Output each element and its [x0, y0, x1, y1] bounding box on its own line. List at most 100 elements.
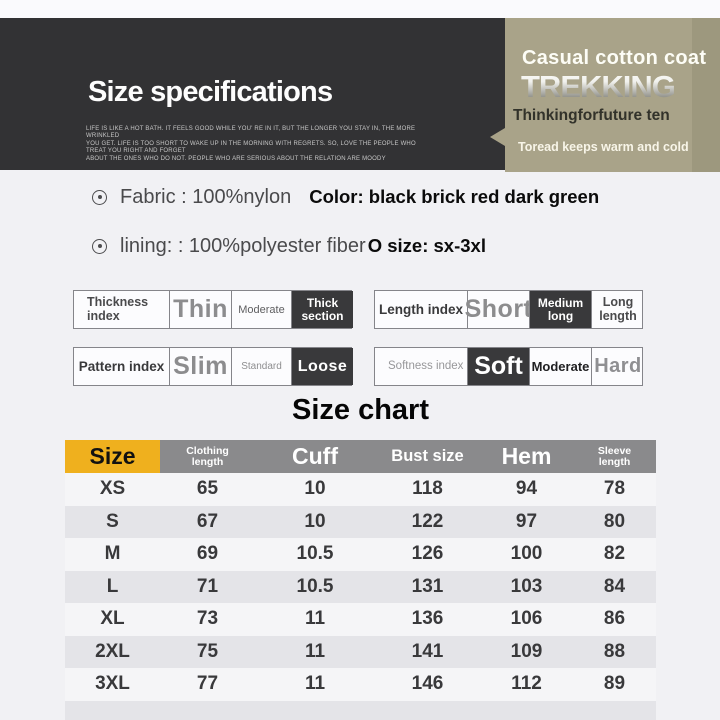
top-strip: [0, 0, 720, 18]
table-row: L 71 10.5 131 103 84: [65, 570, 656, 603]
softness-option-soft-selected: Soft: [467, 348, 529, 385]
bust-cell: 136: [411, 608, 444, 630]
header-size: Size: [65, 440, 160, 473]
bust-cell: 141: [411, 640, 444, 662]
hem-cell: 94: [515, 478, 538, 500]
hem-cell: 100: [510, 543, 543, 565]
bust-cell: 122: [411, 510, 444, 532]
cuff-cell: 11: [304, 673, 326, 695]
table-row: XS 65 10 118 94 78: [65, 473, 656, 506]
clothing-length-cell: 75: [196, 640, 219, 662]
cuff-cell: 11: [304, 608, 326, 630]
cuff-cell: 10: [304, 510, 326, 532]
size-cell: S: [106, 510, 119, 532]
table-row: S 67 10 122 97 80: [65, 505, 656, 538]
clothing-length-cell: 71: [196, 575, 219, 597]
clothing-length-cell: 77: [196, 673, 219, 695]
pattern-index-bar: Pattern index Slim Standard Loose: [73, 347, 353, 386]
fabric-text: Fabric : 100%nylon: [120, 185, 292, 208]
page-title: Size specifications: [88, 76, 333, 108]
softness-option-moderate: Moderate: [529, 348, 591, 385]
thickness-index-label: Thickness index: [87, 295, 149, 323]
tagline-line: ABOUT THE ONES WHO DO NOT. PEOPLE WHO AR…: [86, 155, 386, 162]
header-bust-size: Bust size: [391, 447, 464, 465]
thickness-index-bar: Thickness index Thin Moderate Thick sect…: [73, 290, 353, 329]
length-index-bar: Length index Short Medium long Long leng…: [374, 290, 643, 329]
clothing-length-cell: 65: [196, 478, 219, 500]
tagline-line: LIFE IS LIKE A HOT BATH. IT FEELS GOOD W…: [86, 126, 416, 140]
hem-cell: 97: [515, 510, 538, 532]
table-empty-row: [65, 700, 656, 720]
length-option-long: Long length: [591, 291, 644, 328]
tagline-line: YOU GET. LIFE IS TOO SHORT TO WAKE UP IN…: [86, 140, 416, 155]
brand-slogan-1: Thinkingforfuture ten: [513, 107, 670, 124]
thickness-option-thin: Thin: [169, 291, 231, 328]
thickness-option-thick-selected: Thick section: [291, 291, 353, 328]
length-option-short: Short: [465, 291, 532, 328]
bust-cell: 131: [411, 575, 444, 597]
softness-index-bar: Softness index Soft Moderate Hard: [374, 347, 643, 386]
brand-panel: Casual cotton coat TREKKING Thinkingforf…: [490, 18, 720, 172]
clothing-length-cell: 73: [196, 608, 219, 630]
brand-slogan-2: Toread keeps warm and cold: [518, 140, 689, 154]
lining-info-line: lining: : 100%polyester fiber O size: sx…: [92, 232, 486, 260]
hem-cell: 103: [510, 575, 543, 597]
sleeve-cell: 89: [603, 673, 626, 695]
banner-notch: [490, 128, 505, 146]
bust-cell: 126: [411, 543, 444, 565]
size-cell: 3XL: [95, 673, 130, 695]
pattern-option-slim: Slim: [169, 348, 231, 385]
size-chart-table: Size Clothing length Cuff Bust size Hem …: [65, 440, 656, 720]
title-banner: Size specifications LIFE IS LIKE A HOT B…: [0, 18, 505, 170]
hem-cell: 112: [511, 673, 542, 695]
sleeve-cell: 86: [603, 608, 626, 630]
sleeve-cell: 84: [603, 575, 626, 597]
softness-index-label: Softness index: [388, 360, 464, 372]
size-chart-title: Size chart: [292, 394, 429, 426]
thickness-option-moderate: Moderate: [231, 291, 291, 328]
bust-cell: 118: [412, 478, 443, 500]
bullet-circle-icon: [92, 238, 107, 254]
size-cell: L: [106, 575, 119, 597]
sleeve-cell: 80: [603, 510, 626, 532]
cuff-cell: 10.5: [296, 543, 334, 565]
size-cell: XS: [99, 478, 126, 500]
brand-panel-edge: [692, 18, 720, 172]
hem-cell: 106: [510, 608, 543, 630]
softness-option-hard: Hard: [591, 348, 644, 385]
brand-heading: Casual cotton coat: [522, 47, 707, 69]
cuff-cell: 11: [304, 640, 326, 662]
pattern-index-label: Pattern index: [78, 359, 165, 374]
cuff-cell: 10.5: [296, 575, 334, 597]
fabric-info-line: Fabric : 100%nylon Color: black brick re…: [92, 183, 599, 211]
color-note: Color: black brick red dark green: [309, 186, 600, 207]
sleeve-cell: 82: [603, 543, 626, 565]
table-row: M 69 10.5 126 100 82: [65, 538, 656, 571]
sleeve-cell: 88: [603, 640, 626, 662]
table-row: XL 73 11 136 106 86: [65, 603, 656, 636]
table-row: 2XL 75 11 141 109 88: [65, 635, 656, 668]
lining-text: lining: : 100%polyester fiber: [120, 234, 366, 257]
banner-tagline: LIFE IS LIKE A HOT BATH. IT FEELS GOOD W…: [86, 126, 426, 163]
clothing-length-cell: 69: [196, 543, 219, 565]
swoosh-decoration: [523, 32, 603, 43]
clothing-length-cell: 67: [196, 510, 219, 532]
table-row: 3XL 77 11 146 112 89: [65, 668, 656, 701]
length-option-medium-selected: Medium long: [529, 291, 591, 328]
pattern-option-standard: Standard: [231, 348, 291, 385]
bullet-circle-icon: [92, 189, 107, 205]
header-hem: Hem: [501, 443, 552, 469]
sleeve-cell: 78: [603, 478, 626, 500]
brand-logo-text: TREKKING: [521, 69, 676, 104]
header-clothing-length: Clothing length: [186, 445, 229, 468]
size-cell: 2XL: [95, 640, 130, 662]
header-cuff: Cuff: [292, 443, 338, 469]
header-sleeve-length: Sleeve length: [597, 445, 632, 468]
size-cell: M: [104, 543, 121, 565]
hem-cell: 109: [510, 640, 543, 662]
bust-cell: 146: [411, 673, 444, 695]
size-range-note: O size: sx-3xl: [367, 235, 486, 256]
length-index-label: Length index: [379, 302, 463, 317]
pattern-option-loose-selected: Loose: [291, 348, 353, 385]
